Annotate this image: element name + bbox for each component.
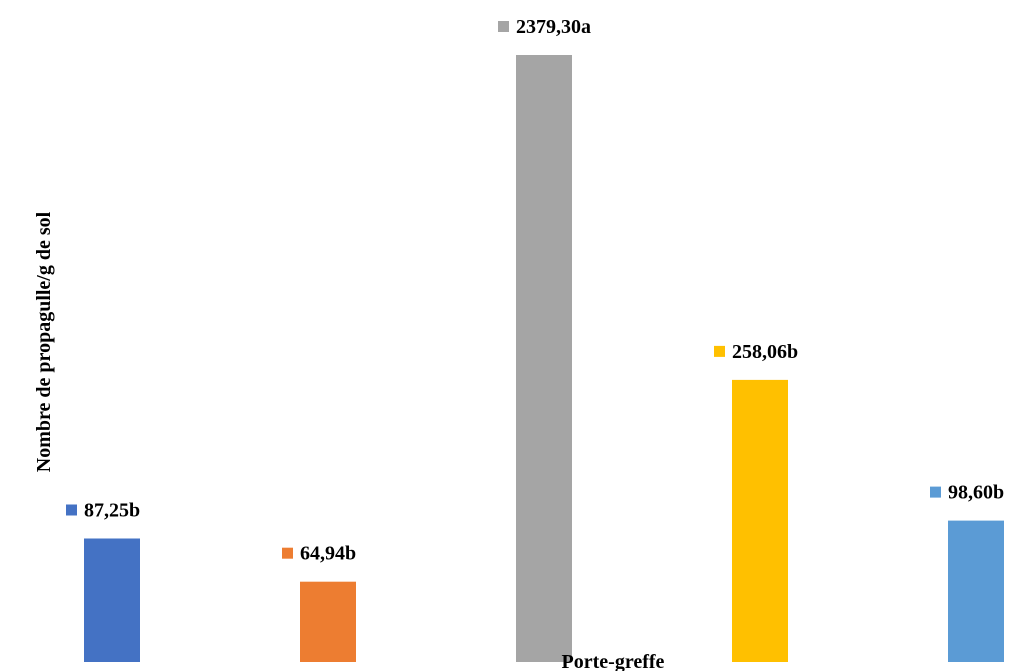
bars-group (84, 55, 1004, 662)
data-label-marker-1 (66, 504, 77, 516)
data-label-marker-5 (930, 486, 941, 498)
data-label-1: 87,25b (84, 499, 140, 521)
bar-3 (516, 55, 572, 662)
data-labels-group: 87,25b 64,94b 2379,30a 258,06b 98,60b (66, 16, 1004, 565)
y-axis-title: Nombre de propagulle/g de sol (33, 211, 55, 472)
x-axis-title: Porte-greffe (562, 651, 665, 671)
data-label-marker-2 (282, 547, 293, 559)
bar-5 (948, 520, 1004, 662)
bar-2 (300, 581, 356, 662)
data-label-5: 98,60b (948, 482, 1004, 504)
bar-4 (732, 379, 788, 662)
data-label-3: 2379,30a (516, 16, 591, 38)
data-label-4: 258,06b (732, 341, 798, 363)
data-label-marker-4 (714, 345, 725, 357)
data-label-2: 64,94b (300, 543, 356, 565)
data-label-marker-3 (498, 21, 509, 32)
bar-1 (84, 538, 140, 662)
